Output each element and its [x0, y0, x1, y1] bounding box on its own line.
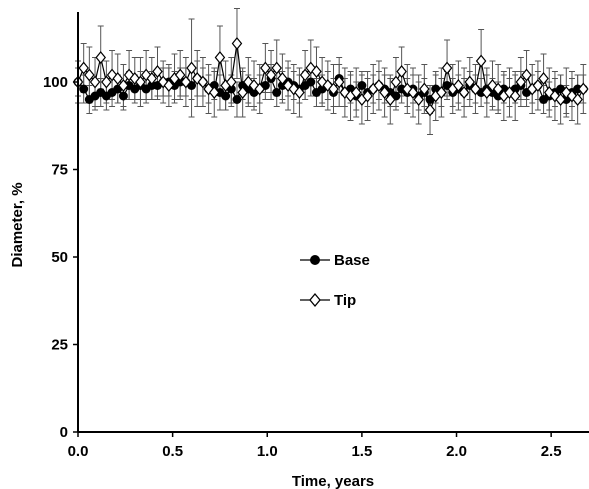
tip-point — [515, 75, 527, 89]
tip-point — [464, 75, 476, 89]
tip-point — [174, 68, 186, 82]
legend: Base Tip — [300, 252, 370, 309]
legend-tip-marker — [309, 292, 321, 308]
tip-point — [294, 86, 305, 99]
tip-point — [260, 61, 271, 75]
tip-point — [163, 79, 175, 92]
y-tick-label: 50 — [51, 249, 68, 266]
x-tick-label: 1.0 — [257, 443, 278, 460]
x-tick-label: 2.0 — [446, 443, 467, 460]
base-point — [221, 91, 231, 101]
tip-point — [572, 93, 583, 106]
tip-point — [555, 93, 566, 106]
x-tick-label: 0.5 — [162, 443, 183, 460]
tip-point — [197, 75, 209, 89]
y-ticks: 0 25 50 75 100 — [43, 74, 78, 441]
tip-point — [180, 75, 192, 89]
tip-point — [373, 79, 385, 92]
y-tick-label: 75 — [51, 162, 68, 179]
tip-point — [475, 54, 487, 68]
tip-point — [379, 86, 390, 99]
tip-point — [492, 82, 504, 96]
tip-point — [390, 75, 402, 89]
tip-point — [89, 75, 101, 89]
legend-base-label: Base — [334, 252, 370, 269]
x-tick-label: 1.5 — [351, 443, 372, 460]
tip-point — [407, 86, 419, 99]
tip-point — [186, 61, 197, 75]
tip-point — [509, 89, 521, 103]
error-bars — [75, 8, 587, 135]
tip-point — [362, 89, 373, 103]
tip-point — [311, 65, 322, 78]
data-markers — [72, 37, 589, 117]
y-tick-label: 25 — [51, 337, 68, 354]
tip-point — [350, 86, 362, 99]
tip-point — [208, 86, 220, 99]
tip-point — [453, 79, 464, 92]
tip-point — [265, 68, 277, 82]
tip-point — [271, 61, 282, 75]
y-tick-label: 100 — [43, 74, 68, 91]
legend-item-base: Base — [300, 252, 370, 269]
tip-point — [152, 65, 163, 78]
tip-point — [481, 86, 493, 99]
tip-point — [118, 79, 129, 92]
base-point — [118, 91, 128, 101]
x-tick-label: 2.5 — [541, 443, 562, 460]
tip-point — [226, 75, 237, 89]
tip-point — [413, 93, 424, 106]
legend-tip-label: Tip — [334, 292, 356, 309]
tip-point — [84, 68, 95, 82]
base-point — [306, 77, 316, 87]
tip-point — [237, 86, 248, 99]
x-axis-label: Time, years — [292, 473, 374, 489]
tip-point — [436, 86, 447, 99]
tip-point — [521, 68, 532, 82]
tip-point — [419, 82, 430, 96]
tip-point — [112, 72, 124, 85]
tip-point — [277, 72, 288, 85]
tip-point — [328, 82, 339, 96]
tip-point — [458, 86, 470, 99]
tip-point — [135, 75, 146, 89]
tip-point — [538, 72, 549, 85]
x-tick-label: 0.0 — [68, 443, 89, 460]
tip-point — [254, 82, 265, 96]
tip-point — [385, 93, 396, 106]
tip-point — [146, 72, 158, 85]
tip-point — [95, 51, 106, 64]
legend-base-marker — [310, 255, 320, 265]
y-tick-label: 0 — [60, 424, 68, 441]
tip-point — [396, 65, 407, 78]
x-ticks: 0.0 0.5 1.0 1.5 2.0 2.5 — [68, 432, 562, 460]
tip-point — [470, 82, 481, 96]
legend-item-tip: Tip — [300, 292, 356, 309]
base-point — [357, 81, 367, 90]
tip-point — [231, 37, 243, 50]
tip-point — [424, 103, 436, 117]
tip-point — [441, 61, 453, 75]
tip-point — [78, 61, 89, 75]
tip-point — [214, 51, 226, 64]
y-axis-label: Diameter, % — [9, 182, 26, 267]
tip-point — [532, 79, 544, 92]
base-point — [232, 95, 242, 104]
base-point — [79, 84, 89, 94]
tip-point — [101, 75, 112, 89]
base-point — [272, 88, 282, 97]
tip-point — [333, 75, 345, 89]
tip-point — [578, 82, 589, 96]
tip-point — [299, 68, 311, 82]
